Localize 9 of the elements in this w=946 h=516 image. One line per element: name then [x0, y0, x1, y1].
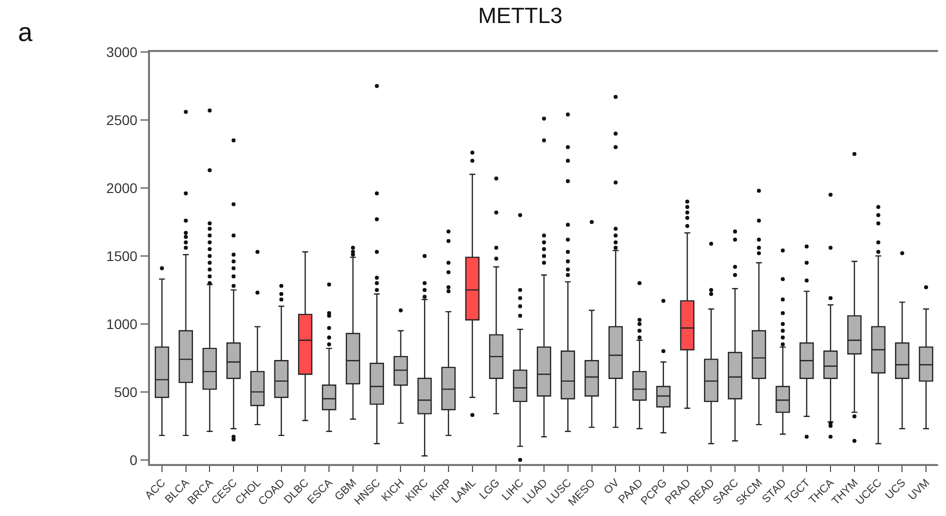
y-tick-label: 2500 [106, 112, 138, 128]
y-tick-label: 1000 [106, 316, 138, 332]
y-tick-label: 2000 [106, 180, 138, 196]
y-tick-label: 0 [130, 452, 138, 468]
text: a [18, 17, 33, 47]
y-tick-label: 1500 [106, 248, 138, 264]
y-tick-label: 3000 [106, 44, 138, 60]
chart-title: METTL3 [478, 3, 562, 28]
y-tick-label: 500 [114, 384, 138, 400]
